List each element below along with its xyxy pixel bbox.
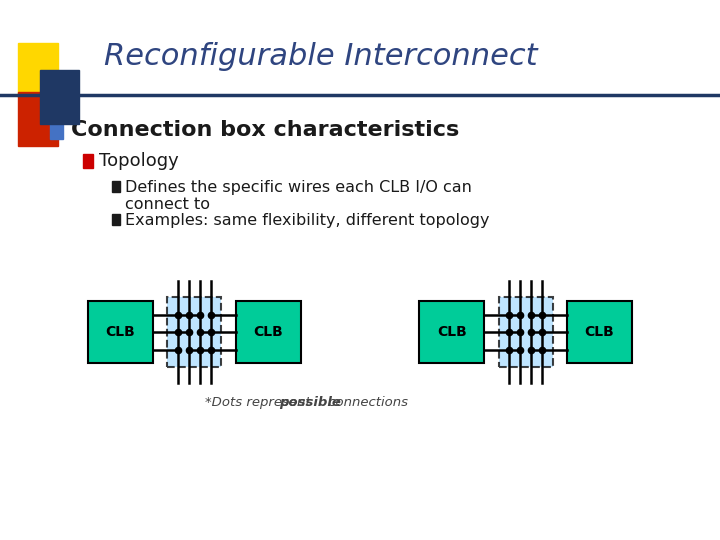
Text: *Dots represent: *Dots represent [205, 396, 315, 409]
Text: CLB: CLB [253, 325, 283, 339]
Bar [40, 70, 79, 124]
Bar [236, 301, 301, 363]
Text: Topology: Topology [99, 152, 179, 171]
Bar [18, 92, 58, 146]
Text: Defines the specific wires each CLB I/O can: Defines the specific wires each CLB I/O … [125, 180, 472, 195]
Text: Examples: same flexibility, different topology: Examples: same flexibility, different to… [125, 213, 489, 228]
Text: Connection box characteristics: Connection box characteristics [71, 119, 459, 140]
Text: CLB: CLB [106, 325, 135, 339]
Text: connections: connections [324, 396, 408, 409]
Bar [567, 301, 632, 363]
Text: connect to: connect to [125, 197, 210, 212]
Bar [112, 181, 120, 192]
Bar [83, 154, 93, 168]
Text: possible: possible [279, 396, 341, 409]
Bar [18, 43, 58, 97]
Text: CLB: CLB [437, 325, 467, 339]
Text: CLB: CLB [585, 325, 614, 339]
Bar [419, 301, 485, 363]
Bar [89, 301, 153, 363]
Bar [498, 297, 553, 367]
Text: Reconfigurable Interconnect: Reconfigurable Interconnect [104, 42, 538, 71]
Bar [50, 122, 63, 139]
Bar [167, 297, 222, 367]
Bar [112, 214, 120, 225]
